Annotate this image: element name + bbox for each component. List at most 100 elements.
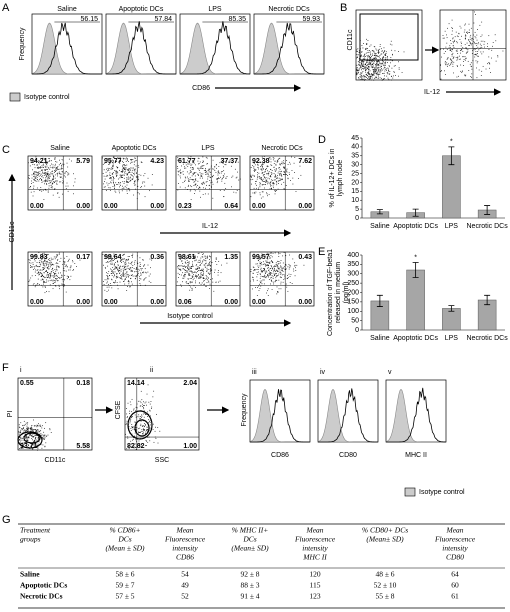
dot (61, 171, 63, 172)
table-header: % MHC II+ (232, 526, 269, 535)
dot (23, 430, 25, 432)
y-tick-label: 150 (347, 299, 359, 306)
dot (366, 72, 368, 74)
dot (263, 283, 265, 285)
dot (119, 277, 121, 279)
dot (462, 47, 464, 48)
dot (476, 62, 478, 64)
dot (104, 258, 106, 259)
dot (361, 75, 363, 77)
dot (79, 259, 81, 261)
dot (182, 170, 184, 172)
dot (446, 34, 447, 36)
dot (363, 74, 365, 76)
dot (124, 267, 126, 269)
dot (24, 433, 26, 435)
dot (198, 262, 200, 263)
dot (384, 51, 385, 52)
dot (268, 172, 270, 174)
dot (32, 436, 34, 438)
dot (368, 65, 370, 67)
dot (45, 264, 47, 266)
dot (495, 40, 497, 42)
dot (461, 49, 462, 50)
dot (258, 168, 259, 170)
dot (282, 267, 284, 269)
dot (202, 278, 204, 279)
dot (270, 176, 272, 178)
dot (135, 439, 137, 441)
dot (38, 436, 39, 437)
dot (369, 77, 371, 79)
dot (276, 160, 278, 162)
dot (152, 428, 154, 430)
dot (41, 274, 43, 276)
dot (188, 274, 190, 276)
dot (107, 265, 109, 267)
x-axis-label: IL-12 (424, 89, 440, 96)
dot (55, 167, 57, 168)
dot (374, 67, 376, 68)
dot (475, 54, 477, 56)
dot (116, 171, 118, 173)
dot (369, 74, 371, 76)
dot (66, 264, 67, 266)
dot (274, 169, 276, 171)
dot (119, 162, 121, 164)
dot (188, 173, 190, 175)
dot (379, 58, 381, 59)
quadrant-value: 92.38 (252, 158, 270, 165)
dot (270, 283, 271, 285)
dot (283, 174, 284, 175)
dot (443, 37, 445, 39)
plot-frame (17, 377, 93, 451)
dot (53, 256, 55, 258)
dot (285, 264, 287, 266)
dot (398, 75, 399, 77)
dot (140, 390, 142, 392)
dot (25, 436, 27, 438)
dot (205, 174, 207, 175)
dot (58, 168, 60, 170)
dot (269, 268, 271, 270)
dot (380, 53, 382, 55)
dot (132, 265, 134, 266)
dot (289, 282, 291, 283)
table-header: (Mean ± SD) (105, 544, 145, 553)
dot (258, 266, 260, 268)
dot (264, 277, 266, 279)
dot (451, 27, 453, 29)
dot (469, 41, 471, 43)
quadrant-value: 0.36 (150, 254, 164, 261)
dot (262, 172, 264, 174)
dot (151, 184, 153, 186)
dot (266, 252, 268, 254)
dot (488, 35, 490, 37)
dot (254, 161, 256, 162)
dot (177, 267, 179, 269)
dot (31, 180, 32, 182)
dot (461, 35, 462, 37)
dot (472, 38, 474, 40)
dot (375, 55, 377, 57)
dot (178, 265, 180, 267)
dot (362, 65, 364, 67)
dot (200, 261, 201, 263)
dot (205, 285, 207, 287)
dot (381, 63, 383, 65)
dot (128, 170, 130, 172)
dot (53, 275, 55, 277)
dot (188, 268, 190, 270)
dot (289, 161, 291, 163)
dot (358, 52, 360, 53)
dot (490, 72, 491, 73)
dot (122, 185, 123, 187)
dot (275, 271, 276, 272)
dot (137, 444, 139, 446)
dot (374, 60, 375, 62)
dot (52, 288, 54, 290)
dot (40, 433, 42, 435)
dot (72, 260, 73, 262)
dot (51, 183, 53, 185)
